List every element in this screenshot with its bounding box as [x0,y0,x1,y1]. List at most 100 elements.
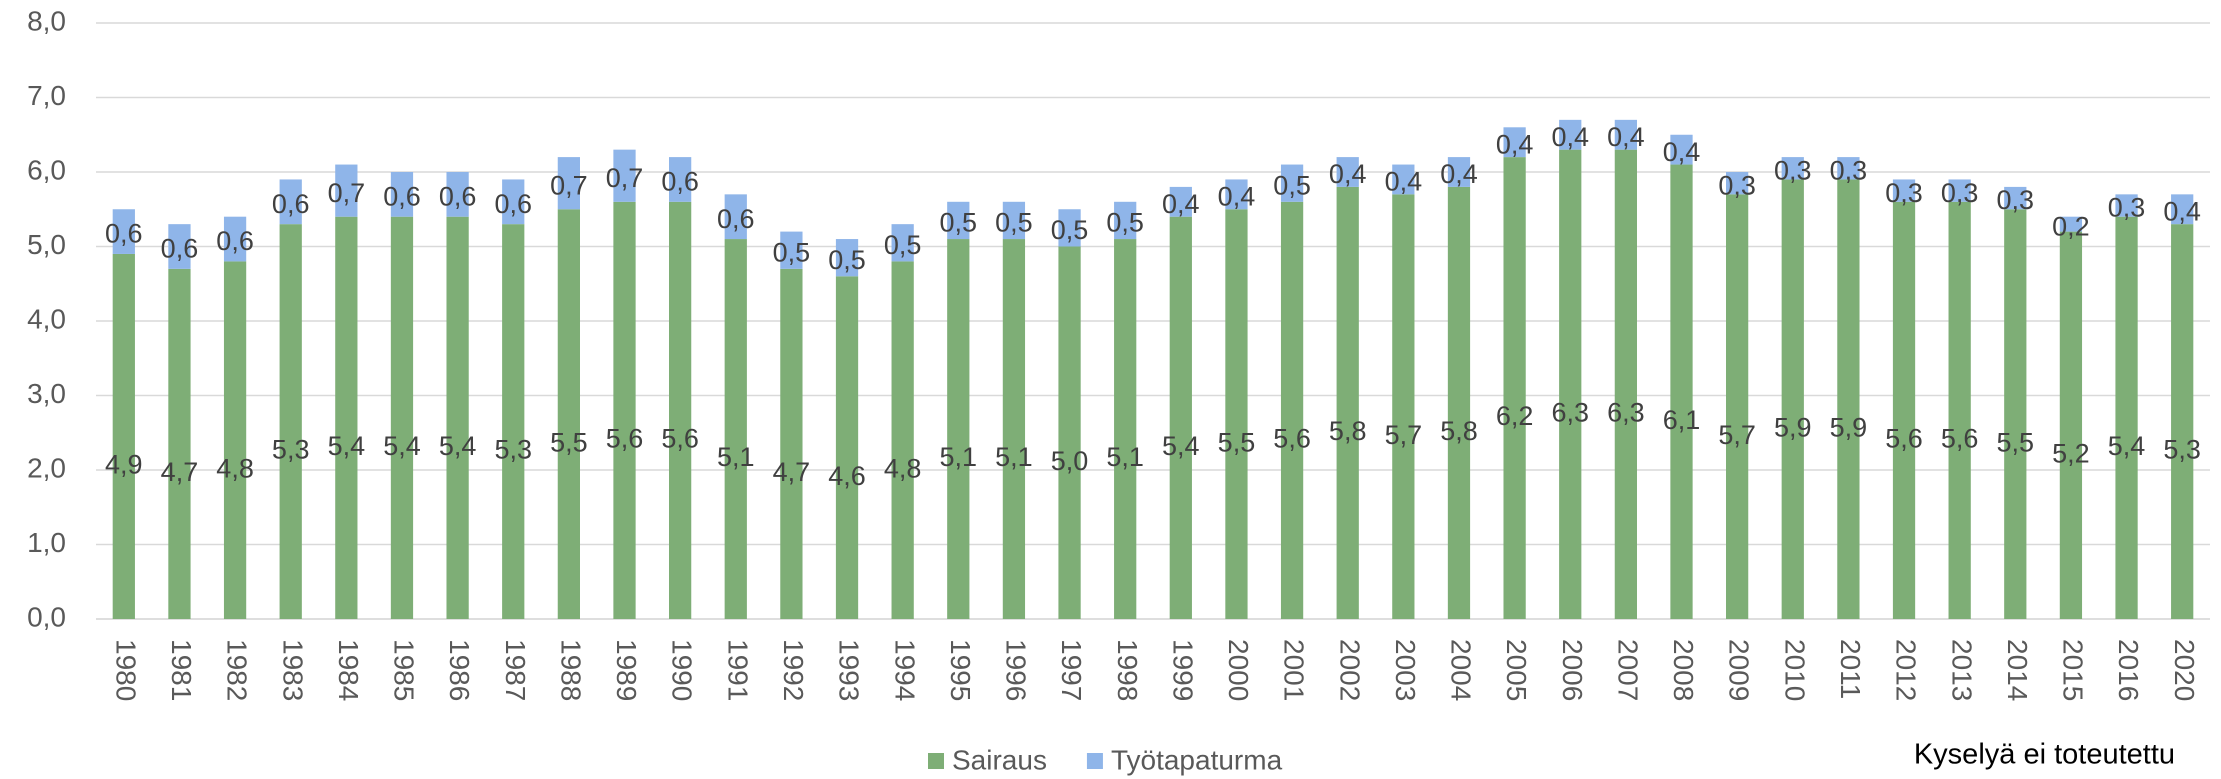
x-tick-label: 2009 [1724,639,1755,701]
bar-segment [557,209,580,619]
x-tick-label: 1998 [1112,639,1143,701]
data-label: 0,3 [1830,155,1868,185]
x-tick-label: 2006 [1557,639,1588,701]
x-tick-label: 1989 [611,639,642,701]
data-label: 0,5 [828,245,866,275]
y-tick-label: 1,0 [27,527,66,558]
data-label: 0,5 [1106,208,1144,238]
bar-segment [112,253,135,619]
bar-segment [390,172,414,217]
x-tick-label: 2004 [1446,639,1477,701]
x-tick-label: 2015 [2058,639,2089,701]
bar-segment [2004,186,2027,210]
data-label: 5,7 [1385,420,1423,450]
bar-segment [2171,194,2194,225]
data-label: 5,4 [439,431,477,461]
y-tick-label: 8,0 [27,5,66,36]
x-tick-label: 2002 [1334,639,1365,701]
bar-segment [1837,157,1860,180]
data-label: 0,3 [2108,193,2146,223]
bar-segment [502,179,525,225]
bar-segment [1726,194,1749,619]
data-label: 5,1 [940,442,978,472]
data-label: 5,5 [1218,427,1256,457]
y-tick-label: 7,0 [27,80,66,111]
data-label: 5,3 [494,435,532,465]
bar-segment [835,239,859,277]
data-label: 0,4 [1496,129,1534,159]
data-label: 0,4 [1329,159,1367,189]
bar-segment [557,157,580,210]
data-label: 5,6 [1273,424,1311,454]
data-label: 5,6 [1885,424,1923,454]
x-tick-label: 1987 [500,639,531,701]
x-tick-label: 1997 [1056,639,1087,701]
data-label: 0,4 [1385,167,1423,197]
x-tick-label: 2011 [1835,639,1866,699]
data-label: 0,3 [1885,178,1923,208]
bar-segment [390,216,414,619]
bar-segment [1670,164,1693,620]
data-label: 4,8 [216,453,254,483]
x-tick-label: 1985 [389,639,420,701]
bar-segment [446,216,469,619]
bar-segment [1670,134,1693,165]
data-label: 0,6 [494,189,532,219]
data-label: 5,4 [2108,431,2146,461]
bar-segment [1114,239,1137,620]
bar-segment [1002,239,1026,620]
x-tick-label: 2012 [1891,639,1922,701]
bar-segment [1837,179,1860,619]
legend-swatch [928,753,944,769]
x-tick-label: 1984 [333,639,364,701]
bar-segment [279,179,302,225]
y-tick-label: 6,0 [27,154,66,185]
data-label: 0,6 [216,226,254,256]
x-tick-label: 1993 [834,639,865,701]
bar-segment [1447,186,1471,619]
data-label: 5,5 [1997,427,2035,457]
data-label: 6,2 [1496,401,1534,431]
x-tick-label: 1995 [945,639,976,701]
data-label: 0,4 [1607,122,1645,152]
bar-segment [168,268,191,619]
bar-segment [1559,149,1582,619]
bar-segment [223,261,247,619]
bar-segment [1225,179,1248,210]
data-label: 6,3 [1607,397,1645,427]
data-label: 0,7 [606,163,644,193]
bar-segment [1447,157,1471,187]
y-tick-label: 5,0 [27,229,66,260]
legend-swatch [1086,753,1103,769]
x-tick-label: 2010 [1779,639,1810,701]
data-label: 4,6 [828,461,866,491]
bar-segment [1169,186,1192,217]
legend-label: Työtapaturma [1111,744,1283,775]
bar-segment [2115,194,2138,217]
bar-segment [1726,172,1749,195]
bar-segment [1892,201,1916,620]
bar-segment [1948,179,1971,202]
bar-segment [1503,157,1526,619]
data-label: 5,7 [1718,420,1756,450]
bar-segment [724,194,747,240]
x-tick-label: 2013 [1946,639,1977,701]
data-label: 5,2 [2052,438,2090,468]
bar-segment [780,231,803,269]
bar-segment [223,216,247,262]
bar-segment [1614,149,1637,619]
data-label: 5,6 [661,424,699,454]
data-label: 5,8 [1440,416,1478,446]
bar-segment [1336,157,1359,187]
data-label: 0,4 [1663,137,1701,167]
bar-segment [335,216,358,619]
bar-segment [1169,216,1192,619]
data-label: 5,0 [1051,446,1089,476]
bar-segment [669,157,692,202]
bar-segment [1225,209,1248,619]
bar-segment [891,261,914,619]
data-label: 5,5 [550,427,588,457]
x-tick-label: 2016 [2113,639,2144,701]
data-label: 0,6 [161,234,199,264]
bar-segment [891,224,914,262]
